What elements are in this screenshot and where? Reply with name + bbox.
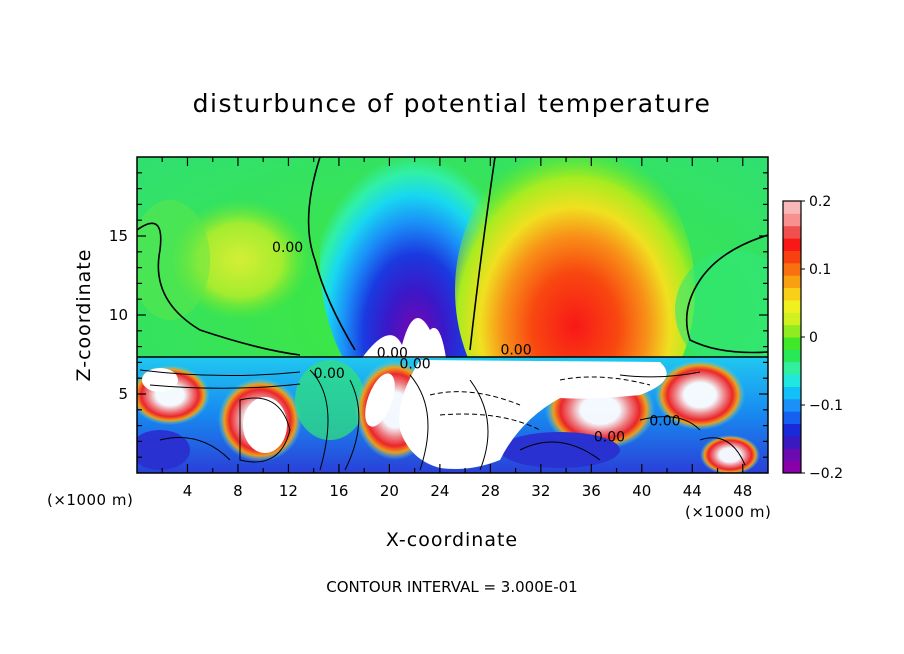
chart-title: disturbunce of potential temperature [193,89,712,118]
x-tick-label: 36 [582,482,601,500]
x-tick-label: 12 [279,482,298,500]
x-axis-label: X-coordinate [386,529,518,551]
y-tick-label: 10 [109,306,128,324]
contour-label: 0.00 [594,429,625,445]
x-unit-left: (×1000 m) [47,491,133,509]
contour-label: 0.00 [399,357,430,373]
colorbar-tick-label: 0.1 [809,262,831,278]
colorbar-swatch [783,411,801,425]
x-tick-label: 24 [430,482,449,500]
x-tick-label: 20 [380,482,399,500]
colorbar-tick-labels: 0.2 0.1 0 −0.1 −0.2 [801,194,843,482]
x-tick-label: 32 [531,482,550,500]
colorbar-swatch [783,448,801,462]
heatmap-field [137,157,768,473]
colorbar-swatch [783,386,801,400]
contour-label: 0.00 [272,240,303,256]
x-tick-label: 28 [481,482,500,500]
contour-label: 0.00 [377,346,408,362]
colorbar-tick-label: −0.1 [809,398,843,414]
y-tick-label: 15 [109,227,128,245]
colorbar-tick-label: 0.2 [809,194,831,210]
colorbar-swatch [783,349,801,363]
colorbar-swatch [783,299,801,313]
colorbar [782,200,802,474]
colorbar-swatch [783,238,801,251]
colorbar-swatch [783,201,801,214]
colorbar-swatch [783,398,801,412]
x-tick-label: 4 [183,482,193,500]
colorbar-swatch [783,337,801,350]
colorbar-swatch [783,250,801,264]
y-axis-label: Z-coordinate [73,249,95,382]
colorbar-swatch [783,361,801,375]
colorbar-swatch [783,225,801,239]
x-axis-ticks: 4 8 12 16 20 24 28 32 36 40 44 48 [161,157,752,500]
colorbar-swatch [783,324,801,338]
contour-label: 0.00 [500,343,531,359]
colorbar-swatch [783,213,801,227]
colorbar-swatch [783,287,801,301]
x-tick-label: 40 [632,482,651,500]
x-tick-label: 16 [329,482,348,500]
colorbar-swatch [783,460,801,474]
colorbar-swatch [783,312,801,326]
colorbar-swatch [783,262,801,276]
colorbar-swatch [783,435,801,449]
x-tick-label: 48 [733,482,752,500]
contour-interval-note: CONTOUR INTERVAL = 3.000E-01 [326,578,577,596]
x-tick-label: 8 [233,482,243,500]
contour-label: 0.00 [314,366,345,382]
y-tick-label: 5 [118,385,128,403]
colorbar-swatch [783,374,801,387]
colorbar-swatch [783,275,801,289]
x-tick-label: 44 [683,482,702,500]
contour-label-group: 0.000.00 0.000.000.000.000.00 [272,240,681,446]
contour-label: 0.00 [649,414,680,430]
x-unit-right: (×1000 m) [685,503,771,521]
y-axis-ticks: 5 10 15 [109,172,768,458]
colorbar-tick-label: 0 [809,330,818,346]
colorbar-tick-label: −0.2 [809,466,843,482]
colorbar-swatch [783,423,801,437]
